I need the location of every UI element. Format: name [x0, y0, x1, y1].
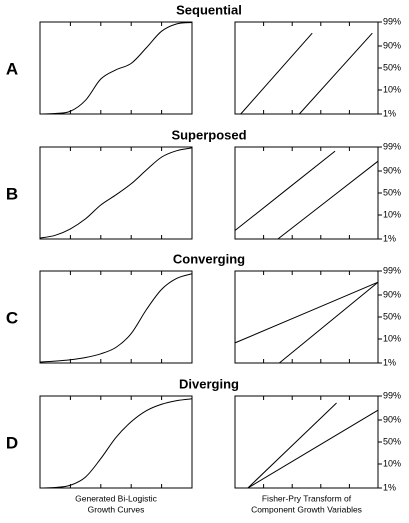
y-tick-label: 50%: [383, 311, 401, 321]
y-tick-label: 99%: [383, 265, 401, 275]
y-tick-label: 90%: [383, 414, 401, 424]
curve: [298, 32, 373, 115]
plot-frame: [234, 270, 379, 364]
y-tick-label: 10%: [383, 458, 401, 468]
curve: [39, 273, 193, 363]
row-letter: C: [6, 308, 18, 327]
curve: [39, 147, 193, 239]
curve: [247, 409, 379, 489]
y-tick-label: 1%: [383, 108, 396, 118]
y-tick-label: 90%: [383, 40, 401, 50]
plot-frame: [39, 146, 193, 240]
curve: [39, 398, 193, 489]
row-title: Converging: [173, 251, 245, 266]
plot-frame: [234, 395, 379, 489]
caption: Growth Curves: [88, 504, 145, 514]
y-tick-label: 99%: [383, 390, 401, 400]
row-title: Sequential: [176, 2, 242, 17]
row-letter: D: [6, 433, 18, 452]
curve: [234, 281, 379, 344]
y-tick-label: 1%: [383, 233, 396, 243]
y-tick-label: 1%: [383, 482, 396, 492]
y-tick-label: 10%: [383, 333, 401, 343]
y-tick-label: 10%: [383, 84, 401, 94]
row-letter: B: [6, 184, 18, 203]
y-tick-label: 10%: [383, 209, 401, 219]
curve: [234, 150, 336, 231]
y-tick-label: 50%: [383, 62, 401, 72]
row-title: Superposed: [171, 127, 246, 142]
caption: Component Growth Variables: [251, 504, 362, 514]
y-tick-label: 90%: [383, 289, 401, 299]
y-tick-label: 90%: [383, 165, 401, 175]
y-tick-label: 99%: [383, 16, 401, 26]
plot-frame: [39, 21, 193, 115]
caption: Generated Bi-Logistic: [75, 493, 157, 503]
curve: [277, 160, 379, 240]
curve: [39, 21, 193, 115]
curve: [279, 281, 379, 364]
y-tick-label: 50%: [383, 436, 401, 446]
plot-frame: [39, 270, 193, 364]
plot-frame: [234, 21, 379, 115]
curve: [247, 402, 337, 489]
row-title: Diverging: [179, 376, 239, 391]
y-tick-label: 99%: [383, 141, 401, 151]
curve: [240, 32, 313, 115]
plot-frame: [234, 146, 379, 240]
y-tick-label: 50%: [383, 187, 401, 197]
plot-frame: [39, 395, 193, 489]
row-letter: A: [6, 59, 18, 78]
caption: Fisher-Pry Transform of: [262, 493, 352, 503]
y-tick-label: 1%: [383, 357, 396, 367]
